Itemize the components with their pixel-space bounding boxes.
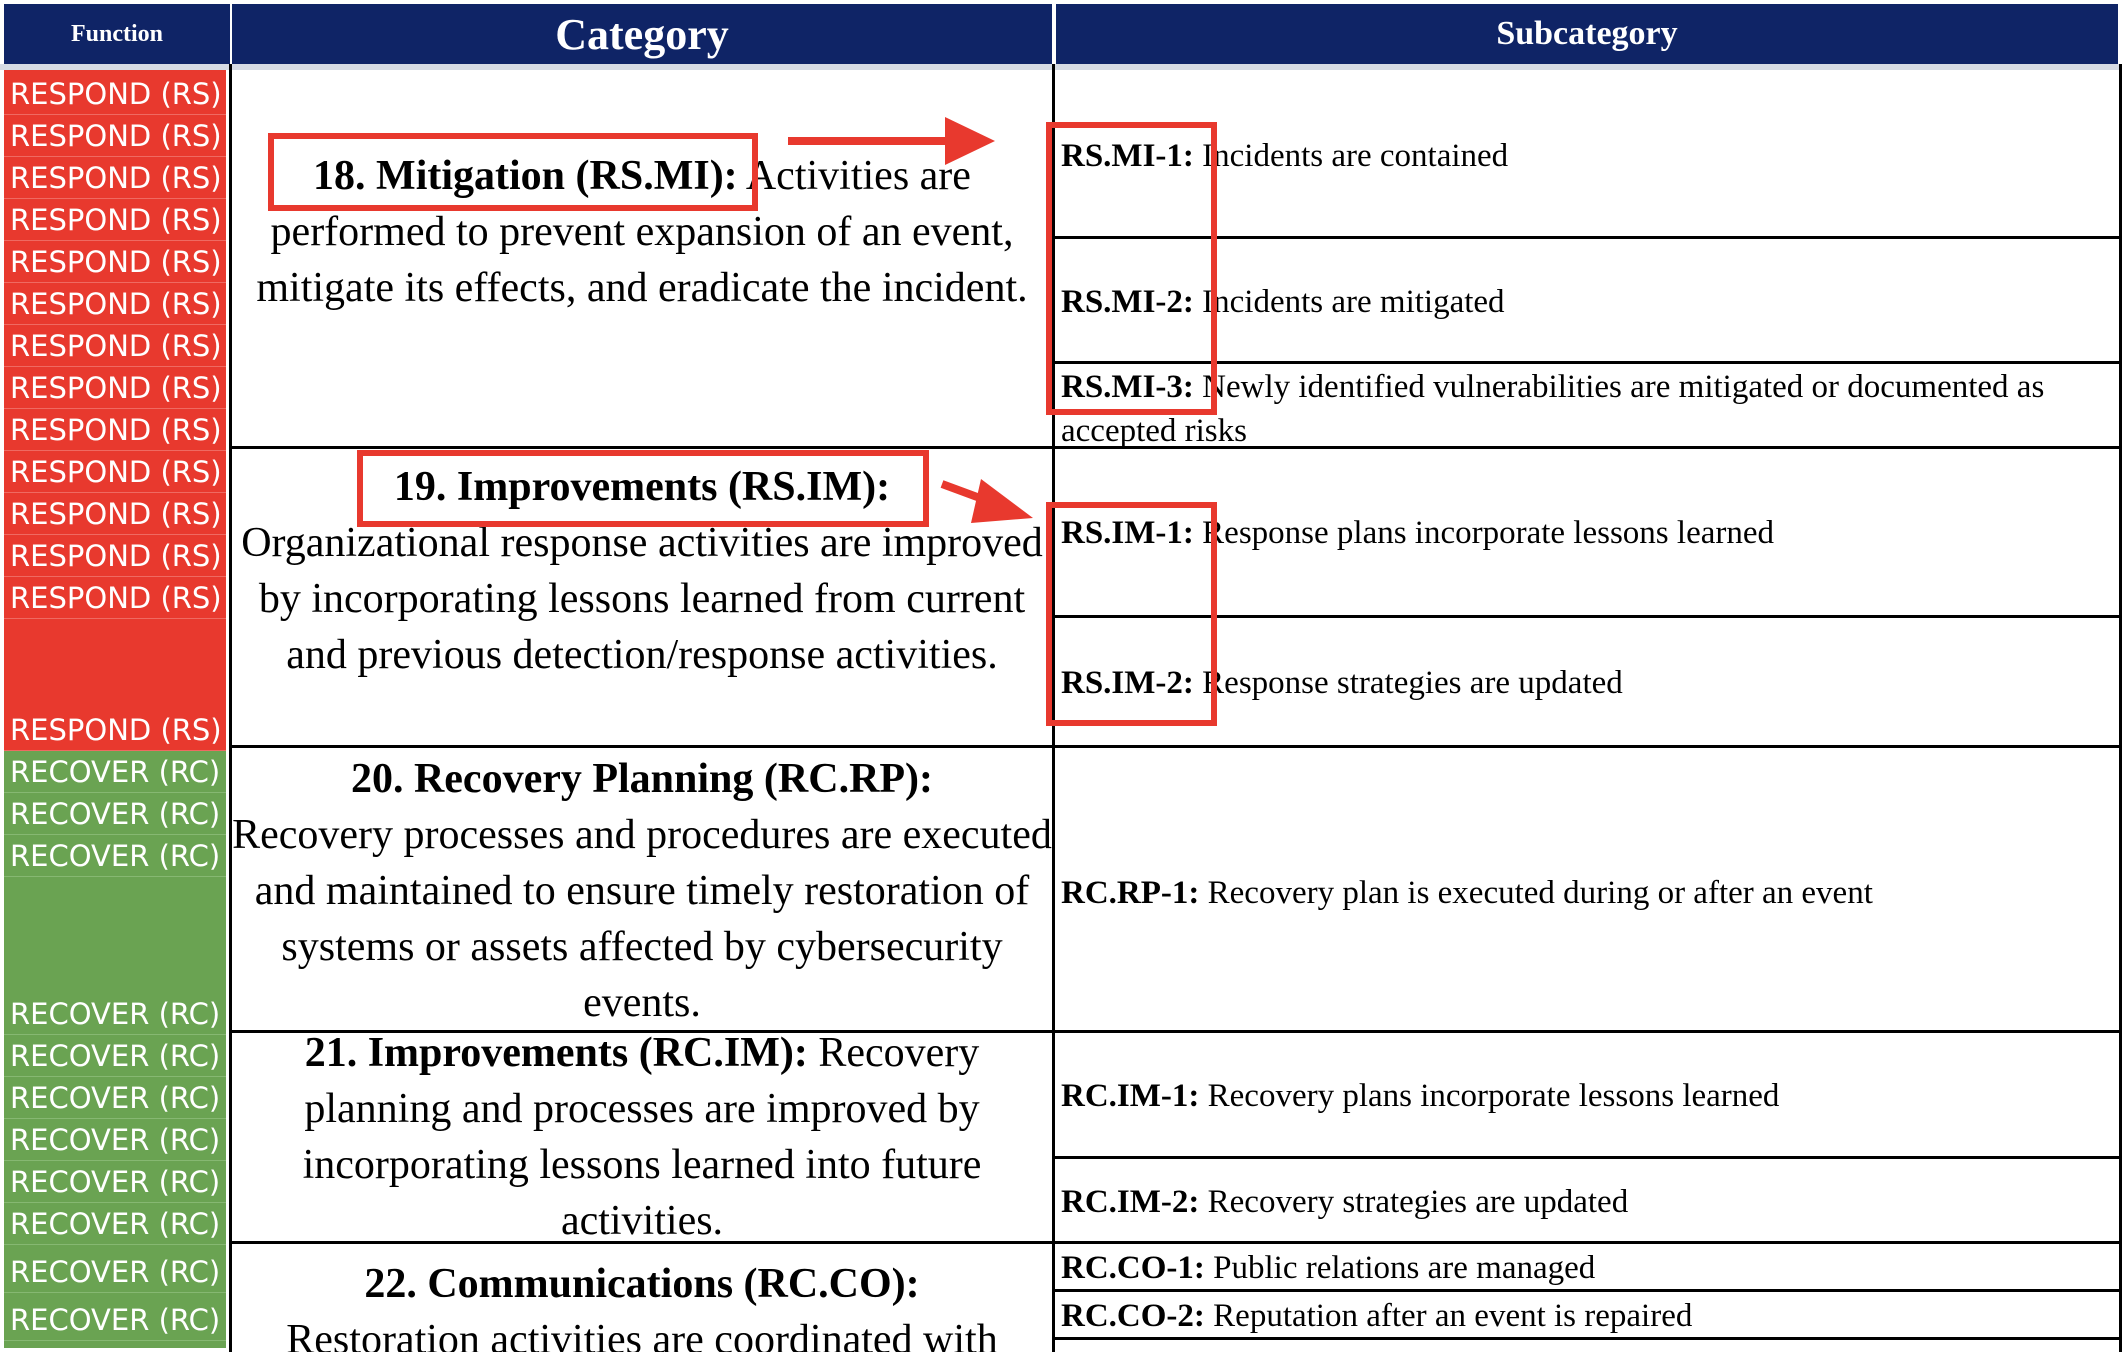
header-underline bbox=[0, 64, 2122, 70]
category-title: 22. Communications (RC.CO): bbox=[364, 1261, 920, 1307]
function-label-recover: RECOVER (RC) bbox=[4, 1119, 226, 1161]
category-title: 21. Improvements (RC.IM): bbox=[304, 1030, 808, 1076]
subcategory-id: RC.IM-2: bbox=[1061, 1184, 1200, 1220]
header-category: Category bbox=[232, 4, 1052, 64]
category-rs-mi: 18. Mitigation (RS.MI): Activities are p… bbox=[232, 148, 1052, 316]
category-text: Activities are performed to prevent expa… bbox=[256, 153, 1028, 311]
function-label-recover: RECOVER (RC) bbox=[4, 751, 226, 793]
subcategory-rs-mi-1: RS.MI-1: Incidents are contained bbox=[1061, 135, 2111, 177]
highlight-box-rs-im-title bbox=[357, 450, 929, 527]
subcategory-id: RS.MI-2: bbox=[1061, 284, 1194, 320]
subcategory-rc-co-2: RC.CO-2: Reputation after an event is re… bbox=[1061, 1295, 2111, 1337]
subcategory-id: RC.RP-1: bbox=[1061, 875, 1200, 911]
subcategory-id: RC.CO-2: bbox=[1061, 1298, 1205, 1334]
subcategory-id: RS.IM-1: bbox=[1061, 515, 1194, 551]
row-line-mi bbox=[229, 446, 2122, 449]
sub-line-im1 bbox=[1052, 615, 2122, 618]
function-label-recover: RECOVER (RC) bbox=[4, 835, 226, 877]
category-rc-co: 22. Communications (RC.CO): Restoration a… bbox=[232, 1256, 1052, 1352]
function-label-respond: RESPOND (RS) bbox=[4, 73, 226, 115]
function-label-recover: RECOVER (RC) bbox=[4, 1203, 226, 1245]
function-label-respond: RESPOND (RS) bbox=[4, 367, 226, 409]
function-label-respond: RESPOND (RS) bbox=[4, 283, 226, 325]
subcategory-rc-im-1: RC.IM-1: Recovery plans incorporate less… bbox=[1061, 1075, 2111, 1117]
subcategory-text: Incidents are contained bbox=[1193, 138, 1509, 174]
subcategory-rc-im-2: RC.IM-2: Recovery strategies are updated bbox=[1061, 1181, 2111, 1223]
col-divider-2 bbox=[1052, 64, 1055, 1352]
row-line-rcim bbox=[229, 1241, 2122, 1244]
subcategory-text: Newly identified vulnerabilities are mit… bbox=[1061, 369, 2045, 449]
function-label-respond: RESPOND (RS) bbox=[4, 409, 226, 451]
category-text: Recovery planning and processes are impr… bbox=[302, 1030, 982, 1244]
function-label-recover: RECOVER (RC) bbox=[4, 793, 226, 835]
highlight-box-rs-im-ids bbox=[1046, 502, 1217, 726]
function-label-recover: RECOVER (RC) bbox=[4, 993, 226, 1035]
function-label-recover: RECOVER (RC) bbox=[4, 1299, 226, 1341]
function-label-recover: RECOVER (RC) bbox=[4, 1161, 226, 1203]
subcategory-rs-mi-2: RS.MI-2: Incidents are mitigated bbox=[1061, 281, 2111, 323]
col-divider-3 bbox=[2119, 64, 2122, 1352]
sub-line-rcim1 bbox=[1052, 1156, 2122, 1159]
function-label-respond: RESPOND (RS) bbox=[4, 493, 226, 535]
category-rc-rp: 20. Recovery Planning (RC.RP): Recovery p… bbox=[232, 751, 1052, 1031]
category-text: Organizational response activities are i… bbox=[241, 520, 1043, 678]
subcategory-rc-co-1: RC.CO-1: Public relations are managed bbox=[1061, 1247, 2111, 1289]
subcategory-text: Recovery plans incorporate lessons learn… bbox=[1199, 1078, 1780, 1114]
function-label-respond: RESPOND (RS) bbox=[4, 451, 226, 493]
subcategory-text: Reputation after an event is repaired bbox=[1204, 1298, 1693, 1334]
subcategory-id: RS.MI-1: bbox=[1061, 138, 1194, 174]
sub-line-mi2 bbox=[1052, 361, 2122, 364]
arrow-rs-im-icon bbox=[940, 479, 1033, 523]
arrow-rs-mi-icon bbox=[788, 117, 995, 165]
category-title: 20. Recovery Planning (RC.RP): bbox=[350, 756, 934, 802]
row-line-rp bbox=[229, 1030, 2122, 1033]
function-label-respond: RESPOND (RS) bbox=[4, 709, 226, 751]
sub-line-mi1 bbox=[1052, 236, 2122, 239]
function-label-respond: RESPOND (RS) bbox=[4, 577, 226, 619]
subcategory-id: RS.MI-3: bbox=[1061, 369, 1194, 405]
header-function: Function bbox=[4, 4, 230, 64]
row-line-im bbox=[229, 745, 2122, 748]
subcategory-id: RS.IM-2: bbox=[1061, 665, 1194, 701]
subcategory-id: RC.IM-1: bbox=[1061, 1078, 1200, 1114]
function-label-respond: RESPOND (RS) bbox=[4, 535, 226, 577]
subcategory-text: Recovery plan is executed during or afte… bbox=[1199, 875, 1873, 911]
highlight-box-rs-mi-title bbox=[268, 133, 758, 211]
category-text: Recovery processes and procedures are ex… bbox=[232, 812, 1052, 1026]
sub-line-co1 bbox=[1052, 1289, 2122, 1292]
function-label-respond: RESPOND (RS) bbox=[4, 241, 226, 283]
function-label-respond: RESPOND (RS) bbox=[4, 325, 226, 367]
subcategory-rs-mi-3: RS.MI-3: Newly identified vulnerabilitie… bbox=[1061, 365, 2111, 453]
category-clip-rc-co: 22. Communications (RC.CO): Restoration a… bbox=[232, 1244, 1052, 1352]
col-divider-1 bbox=[229, 64, 232, 1352]
function-label-respond: RESPOND (RS) bbox=[4, 199, 226, 241]
sub-line-co2 bbox=[1052, 1337, 2122, 1340]
subcategory-text: Response plans incorporate lessons learn… bbox=[1193, 515, 1775, 551]
highlight-box-rs-mi-ids bbox=[1046, 122, 1217, 415]
subcategory-text: Public relations are managed bbox=[1204, 1250, 1596, 1286]
subcategory-rs-im-1: RS.IM-1: Response plans incorporate less… bbox=[1061, 512, 2111, 554]
header-subcategory: Subcategory bbox=[1056, 4, 2118, 64]
function-label-recover: RECOVER (RC) bbox=[4, 1251, 226, 1293]
category-title: 18. Mitigation (RS.MI): bbox=[313, 153, 738, 199]
subcategory-rs-im-2: RS.IM-2: Response strategies are updated bbox=[1061, 662, 2111, 704]
subcategory-text: Response strategies are updated bbox=[1193, 665, 1623, 701]
category-title: 19. Improvements (RS.IM): bbox=[393, 464, 891, 510]
subcategory-text: Incidents are mitigated bbox=[1193, 284, 1505, 320]
function-label-respond: RESPOND (RS) bbox=[4, 115, 226, 157]
subcategory-text: Recovery strategies are updated bbox=[1199, 1184, 1629, 1220]
subcategory-rc-rp-1: RC.RP-1: Recovery plan is executed durin… bbox=[1061, 872, 2111, 914]
category-rc-im: 21. Improvements (RC.IM): Recovery plann… bbox=[232, 1025, 1052, 1249]
subcategory-id: RC.CO-1: bbox=[1061, 1250, 1205, 1286]
function-label-recover: RECOVER (RC) bbox=[4, 1077, 226, 1119]
category-rs-im: 19. Improvements (RS.IM): Organizational … bbox=[232, 459, 1052, 683]
function-label-recover: RECOVER (RC) bbox=[4, 1035, 226, 1077]
function-label-respond: RESPOND (RS) bbox=[4, 157, 226, 199]
category-text: Restoration activities are coordinated w… bbox=[286, 1317, 998, 1352]
